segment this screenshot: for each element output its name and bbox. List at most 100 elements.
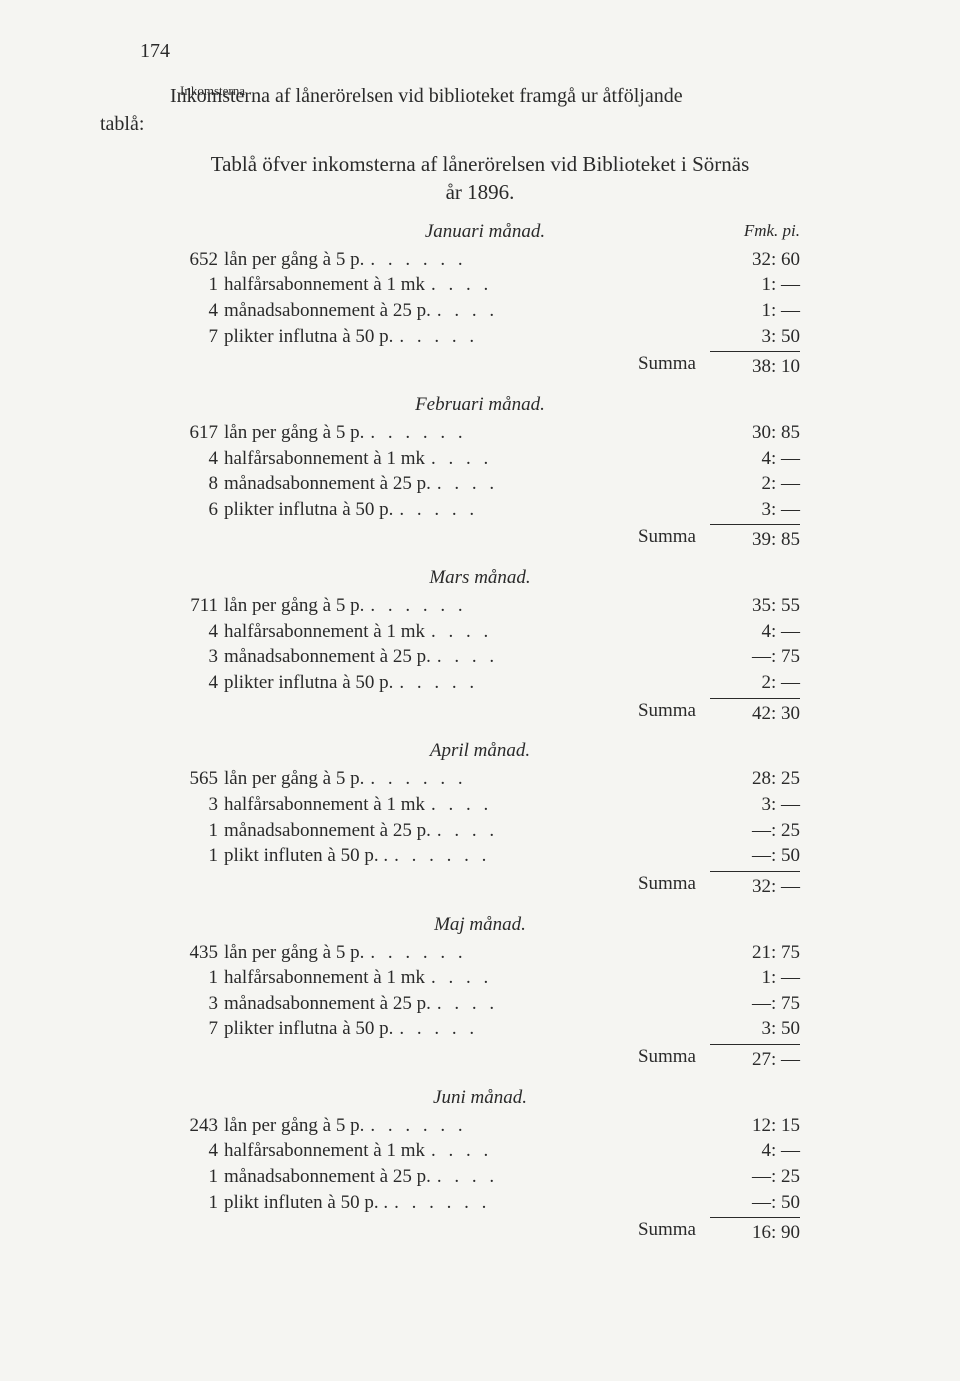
entry-description: halfårsabonnement à 1 mk [224,965,425,991]
entry-row: 3månadsabonnement à 25 p.. . . .—: 75 [160,644,800,670]
summa-row: Summa42: 30 [160,698,800,727]
entry-row: 435lån per gång à 5 p.. . . . . .21: 75 [160,940,800,966]
summa-value: 32: — [710,871,800,900]
entry-value: 4: — [710,1138,800,1164]
month-header-row: Januari månad.Fmk. pi. [160,221,800,243]
entry-description: halfårsabonnement à 1 mk [224,446,425,472]
entry-value: 2: — [710,670,800,696]
leader-dots: . . . . . . [364,247,710,273]
margin-note: Inkomsterna. [90,81,170,101]
entry-value: 1: — [710,298,800,324]
month-name: Mars månad. [160,567,800,589]
title-line-1: Tablå öfver inkomsterna af lånerörelsen … [211,152,750,176]
entry-count: 4 [160,298,224,324]
entry-count: 7 [160,324,224,350]
leader-dots: . . . . . . [388,843,710,869]
entry-row: 711lån per gång à 5 p.. . . . . .35: 55 [160,593,800,619]
entry-row: 617lån per gång à 5 p.. . . . . .30: 85 [160,420,800,446]
entry-row: 8månadsabonnement à 25 p.. . . .2: — [160,471,800,497]
leader-dots: . . . . [425,1138,710,1164]
entry-description: lån per gång à 5 p. [224,940,364,966]
entry-row: 4halfårsabonnement à 1 mk. . . .4: — [160,446,800,472]
summa-row: Summa16: 90 [160,1217,800,1246]
entry-count: 4 [160,446,224,472]
entry-row: 243lån per gång à 5 p.. . . . . .12: 15 [160,1113,800,1139]
entry-description: plikt influten à 50 p. . [224,1190,388,1216]
entry-count: 3 [160,991,224,1017]
entry-description: plikter influtna à 50 p. [224,1016,393,1042]
summa-label: Summa [638,1044,710,1073]
summa-spacer [160,1217,638,1246]
month-block: April månad.565lån per gång à 5 p.. . . … [160,740,800,899]
intro-paragraph: Inkomsterna. Inkomsterna af lånerörelsen… [80,81,880,111]
summa-value: 27: — [710,1044,800,1073]
leader-dots: . . . . . [393,1016,710,1042]
entry-row: 4halfårsabonnement à 1 mk. . . .4: — [160,1138,800,1164]
entry-count: 3 [160,644,224,670]
entry-row: 7plikter influtna à 50 p.. . . . .3: 50 [160,324,800,350]
entry-description: halfårsabonnement à 1 mk [224,1138,425,1164]
summa-label: Summa [638,351,710,380]
entry-value: —: 75 [710,991,800,1017]
entry-value: 12: 15 [710,1113,800,1139]
summa-label: Summa [638,524,710,553]
leader-dots: . . . . [425,272,710,298]
summa-row: Summa27: — [160,1044,800,1073]
leader-dots: . . . . [431,818,710,844]
summa-label: Summa [638,698,710,727]
entry-description: plikt influten à 50 p. . [224,843,388,869]
entry-value: —: 75 [710,644,800,670]
entry-count: 435 [160,940,224,966]
entry-value: —: 50 [710,843,800,869]
entry-description: plikter influtna à 50 p. [224,670,393,696]
month-block: Maj månad.435lån per gång à 5 p.. . . . … [160,914,800,1073]
entry-value: 1: — [710,965,800,991]
tabla-word: tablå: [100,113,880,136]
entry-description: lån per gång à 5 p. [224,1113,364,1139]
summa-spacer [160,524,638,553]
entry-row: 4halfårsabonnement à 1 mk. . . .4: — [160,619,800,645]
entry-value: 3: 50 [710,324,800,350]
leader-dots: . . . . . . [364,420,710,446]
entry-value: —: 25 [710,818,800,844]
entry-count: 4 [160,670,224,696]
entry-description: plikter influtna à 50 p. [224,497,393,523]
entry-description: månadsabonnement à 25 p. [224,298,431,324]
month-name: Januari månad. [160,221,710,243]
entry-row: 6plikter influtna à 50 p.. . . . .3: — [160,497,800,523]
month-name: Februari månad. [160,394,800,416]
leader-dots: . . . . [431,991,710,1017]
entry-description: halfårsabonnement à 1 mk [224,272,425,298]
month-block: Mars månad. 711lån per gång à 5 p.. . . .… [160,567,800,726]
entry-row: 1månadsabonnement à 25 p.. . . .—: 25 [160,818,800,844]
entry-count: 617 [160,420,224,446]
currency-header: Fmk. pi. [710,221,800,243]
leader-dots: . . . . [431,1164,710,1190]
entry-row: 1halfårsabonnement à 1 mk. . . .1: — [160,965,800,991]
month-block: Januari månad.Fmk. pi.652lån per gång à … [160,221,800,380]
summa-row: Summa38: 10 [160,351,800,380]
leader-dots: . . . . [431,471,710,497]
leader-dots: . . . . . . [364,1113,710,1139]
entry-count: 8 [160,471,224,497]
entry-description: halfårsabonnement à 1 mk [224,792,425,818]
leader-dots: . . . . [425,619,710,645]
entry-value: 28: 25 [710,766,800,792]
entry-row: 3månadsabonnement à 25 p.. . . .—: 75 [160,991,800,1017]
months-container: Januari månad.Fmk. pi.652lån per gång à … [80,221,880,1246]
entry-description: månadsabonnement à 25 p. [224,818,431,844]
summa-spacer [160,871,638,900]
summa-value: 16: 90 [710,1217,800,1246]
summa-value: 42: 30 [710,698,800,727]
entry-row: 7plikter influtna à 50 p.. . . . .3: 50 [160,1016,800,1042]
entry-row: 4månadsabonnement à 25 p.. . . .1: — [160,298,800,324]
entry-row: 1plikt influten à 50 p. .. . . . . .—: 5… [160,1190,800,1216]
entry-count: 565 [160,766,224,792]
entry-row: 3halfårsabonnement à 1 mk. . . .3: — [160,792,800,818]
leader-dots: . . . . [425,965,710,991]
page-number: 174 [140,40,880,63]
summa-spacer [160,351,638,380]
entry-value: 3: 50 [710,1016,800,1042]
entry-row: 4plikter influtna à 50 p.. . . . .2: — [160,670,800,696]
entry-count: 1 [160,843,224,869]
